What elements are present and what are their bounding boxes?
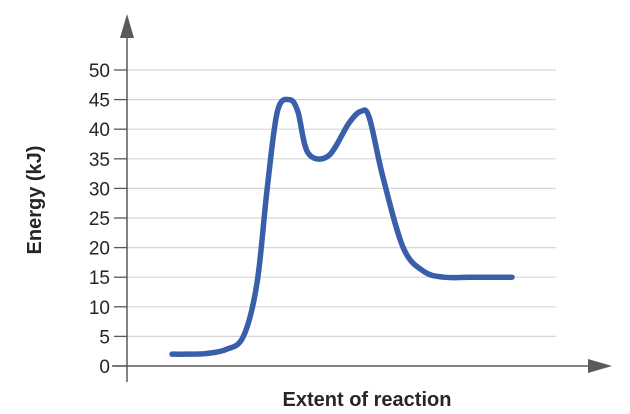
x-axis-arrowhead bbox=[588, 359, 612, 373]
axes bbox=[112, 14, 612, 382]
y-tick-label-35: 35 bbox=[89, 150, 110, 171]
y-tick-label-0: 0 bbox=[99, 357, 110, 378]
y-tick-label-45: 45 bbox=[89, 91, 110, 112]
grid bbox=[127, 69, 556, 337]
y-tick-label-40: 40 bbox=[89, 120, 110, 141]
y-tick-labels: 0 5 10 15 20 25 30 35 40 45 50 bbox=[89, 61, 127, 378]
y-tick-label-10: 10 bbox=[89, 298, 110, 319]
y-tick-label-30: 30 bbox=[89, 179, 110, 200]
y-tick-label-15: 15 bbox=[89, 268, 110, 289]
y-tick-label-25: 25 bbox=[89, 209, 110, 230]
energy-curve bbox=[169, 96, 515, 357]
y-tick-label-20: 20 bbox=[89, 239, 110, 260]
x-axis-title: Extent of reaction bbox=[283, 389, 452, 411]
y-tick-label-5: 5 bbox=[99, 327, 110, 348]
y-tick-label-50: 50 bbox=[89, 61, 110, 82]
y-axis-arrowhead bbox=[120, 14, 134, 38]
y-axis-title: Energy (kJ) bbox=[24, 146, 46, 255]
